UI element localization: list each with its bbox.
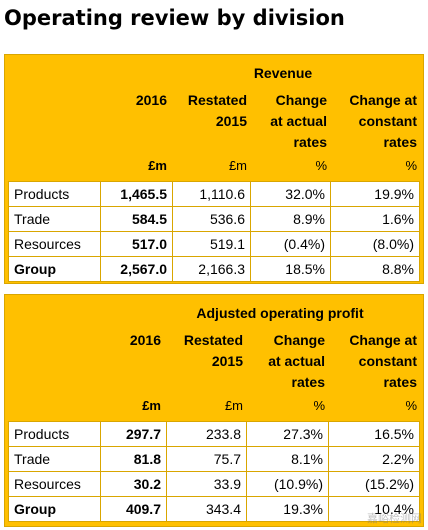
cell-change-constant: (8.0%) xyxy=(330,231,420,257)
revenue-data-table: Products 1,465.5 1,110.6 32.0% 19.9% Tra… xyxy=(8,181,420,282)
table-row: Products 1,465.5 1,110.6 32.0% 19.9% xyxy=(8,181,420,207)
cell-change-constant: 2.2% xyxy=(328,446,420,472)
cell-2016: 2,567.0 xyxy=(100,256,173,282)
cell-restated: 75.7 xyxy=(166,446,247,472)
cell-change-actual: 8.9% xyxy=(250,206,331,232)
row-label: Trade xyxy=(8,206,101,232)
cell-restated: 343.4 xyxy=(166,496,247,522)
row-label: Products xyxy=(8,421,101,447)
col-header-2016: 2016 xyxy=(129,332,161,348)
table-row: Group 409.7 343.4 19.3% 10.4% xyxy=(8,496,420,522)
unit-change-actual: % xyxy=(313,398,325,413)
cell-2016: 1,465.5 xyxy=(100,181,173,207)
col-header-change-constant: Change at constant rates xyxy=(349,92,417,150)
cell-change-actual: 27.3% xyxy=(246,421,329,447)
row-label: Resources xyxy=(8,231,101,257)
unit-2016: £m xyxy=(148,158,167,173)
col-header-change-constant: Change at constant rates xyxy=(349,332,417,390)
cell-restated: 2,166.3 xyxy=(172,256,251,282)
table-row: Trade 584.5 536.6 8.9% 1.6% xyxy=(8,206,420,232)
cell-restated: 33.9 xyxy=(166,471,247,497)
cell-2016: 81.8 xyxy=(100,446,167,472)
row-label: Resources xyxy=(8,471,101,497)
table-row: Products 297.7 233.8 27.3% 16.5% xyxy=(8,421,420,447)
cell-change-constant: 10.4% xyxy=(328,496,420,522)
col-header-change-actual: Change at actual rates xyxy=(268,332,325,390)
unit-change-actual: % xyxy=(315,158,327,173)
cell-restated: 536.6 xyxy=(172,206,251,232)
page-title: Operating review by division xyxy=(4,6,345,30)
table-row: Resources 517.0 519.1 (0.4%) (8.0%) xyxy=(8,231,420,257)
cell-2016: 584.5 xyxy=(100,206,173,232)
cell-change-constant: (15.2%) xyxy=(328,471,420,497)
row-label: Group xyxy=(8,256,101,282)
row-label: Group xyxy=(8,496,101,522)
watermark: 嘉峪检测网 xyxy=(367,513,422,525)
cell-restated: 1,110.6 xyxy=(172,181,251,207)
col-header-change-actual: Change at actual rates xyxy=(270,92,327,150)
row-label: Trade xyxy=(8,446,101,472)
unit-restated: £m xyxy=(228,158,247,173)
cell-2016: 517.0 xyxy=(100,231,173,257)
table-row: Trade 81.8 75.7 8.1% 2.2% xyxy=(8,446,420,472)
unit-2016: £m xyxy=(142,398,161,413)
cell-change-constant: 8.8% xyxy=(330,256,420,282)
row-label: Products xyxy=(8,181,101,207)
cell-change-constant: 19.9% xyxy=(330,181,420,207)
unit-restated: £m xyxy=(224,398,243,413)
cell-change-actual: (0.4%) xyxy=(250,231,331,257)
cell-2016: 409.7 xyxy=(100,496,167,522)
revenue-table-panel: Revenue 2016 Restated 2015 Change at act… xyxy=(4,54,424,284)
cell-2016: 297.7 xyxy=(100,421,167,447)
col-header-restated-2015: Restated 2015 xyxy=(183,332,243,369)
cell-change-actual: 18.5% xyxy=(250,256,331,282)
table-group-title: Adjusted operating profit xyxy=(196,305,364,321)
cell-2016: 30.2 xyxy=(100,471,167,497)
unit-change-constant: % xyxy=(405,158,417,173)
cell-change-actual: 32.0% xyxy=(250,181,331,207)
cell-restated: 519.1 xyxy=(172,231,251,257)
cell-change-actual: 8.1% xyxy=(246,446,329,472)
profit-data-table: Products 297.7 233.8 27.3% 16.5% Trade 8… xyxy=(8,421,420,522)
col-header-restated-2015: Restated 2015 xyxy=(187,92,247,129)
cell-change-constant: 1.6% xyxy=(330,206,420,232)
cell-change-actual: 19.3% xyxy=(246,496,329,522)
unit-change-constant: % xyxy=(405,398,417,413)
table-row: Group 2,567.0 2,166.3 18.5% 8.8% xyxy=(8,256,420,282)
table-row: Resources 30.2 33.9 (10.9%) (15.2%) xyxy=(8,471,420,497)
profit-table-panel: Adjusted operating profit 2016 Restated … xyxy=(4,294,424,527)
cell-change-constant: 16.5% xyxy=(328,421,420,447)
cell-restated: 233.8 xyxy=(166,421,247,447)
table-group-title: Revenue xyxy=(253,65,313,81)
col-header-2016: 2016 xyxy=(135,92,167,108)
cell-change-actual: (10.9%) xyxy=(246,471,329,497)
